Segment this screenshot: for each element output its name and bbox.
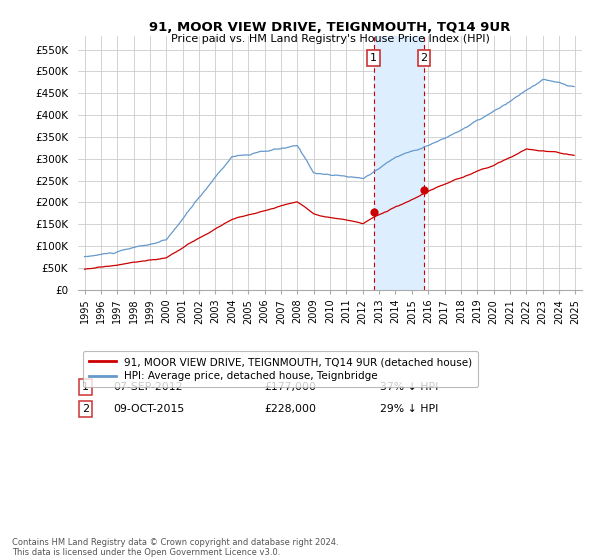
Text: Price paid vs. HM Land Registry's House Price Index (HPI): Price paid vs. HM Land Registry's House … xyxy=(170,34,490,44)
Text: 91, MOOR VIEW DRIVE, TEIGNMOUTH, TQ14 9UR: 91, MOOR VIEW DRIVE, TEIGNMOUTH, TQ14 9U… xyxy=(149,21,511,34)
Text: 2: 2 xyxy=(82,404,89,414)
Text: £177,000: £177,000 xyxy=(265,382,316,393)
Text: 37% ↓ HPI: 37% ↓ HPI xyxy=(380,382,439,393)
Text: 1: 1 xyxy=(82,382,89,393)
Point xyxy=(419,186,429,195)
Text: 09-OCT-2015: 09-OCT-2015 xyxy=(113,404,185,414)
Text: 29% ↓ HPI: 29% ↓ HPI xyxy=(380,404,439,414)
Legend: 91, MOOR VIEW DRIVE, TEIGNMOUTH, TQ14 9UR (detached house), HPI: Average price, : 91, MOOR VIEW DRIVE, TEIGNMOUTH, TQ14 9U… xyxy=(83,351,478,388)
Text: Contains HM Land Registry data © Crown copyright and database right 2024.
This d: Contains HM Land Registry data © Crown c… xyxy=(12,538,338,557)
Text: 07-SEP-2012: 07-SEP-2012 xyxy=(113,382,183,393)
Text: 2: 2 xyxy=(421,53,428,63)
Text: 1: 1 xyxy=(370,53,377,63)
Bar xyxy=(374,36,424,290)
Point xyxy=(369,208,379,217)
Text: £228,000: £228,000 xyxy=(265,404,316,414)
